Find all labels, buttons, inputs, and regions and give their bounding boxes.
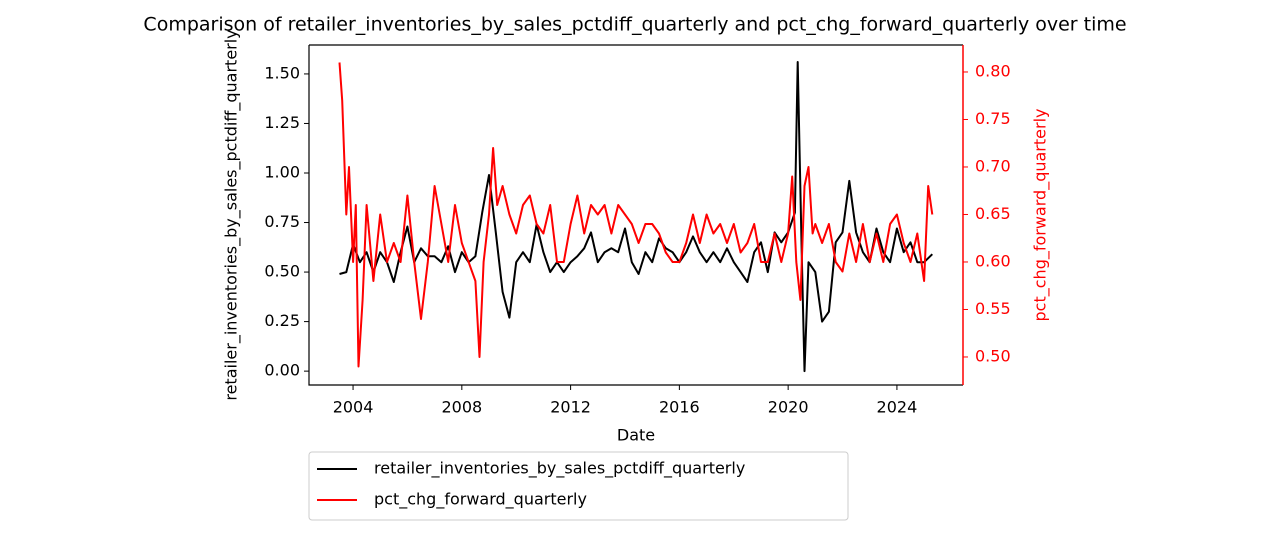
x-tick-label: 2016 (659, 398, 700, 417)
y-tick-label: 1.25 (264, 113, 300, 132)
x-axis-label: Date (617, 426, 655, 445)
y2-tick-label: 0.70 (975, 156, 1011, 175)
y-tick-label: 0.00 (264, 361, 300, 380)
legend-label: retailer_inventories_by_sales_pctdiff_qu… (374, 459, 745, 479)
y-tick-label: 0.50 (264, 262, 300, 281)
y2-tick-label: 0.75 (975, 109, 1011, 128)
y2-tick-label: 0.60 (975, 251, 1011, 270)
y-tick-label: 0.25 (264, 311, 300, 330)
x-tick-label: 2020 (768, 398, 809, 417)
x-tick-label: 2012 (550, 398, 591, 417)
x-tick-label: 2024 (877, 398, 918, 417)
y2-tick-label: 0.80 (975, 61, 1011, 80)
y-tick-label: 1.00 (264, 162, 300, 181)
y2-tick-label: 0.55 (975, 299, 1011, 318)
y-axis-label: retailer_inventories_by_sales_pctdiff_qu… (222, 29, 242, 400)
legend-label: pct_chg_forward_quarterly (374, 490, 587, 510)
y2-axis-label: pct_chg_forward_quarterly (1031, 109, 1051, 322)
y2-tick-label: 0.50 (975, 346, 1011, 365)
series-line (338, 62, 934, 368)
chart-title: Comparison of retailer_inventories_by_sa… (143, 14, 1126, 36)
series-line (339, 61, 933, 373)
x-tick-label: 2004 (333, 398, 374, 417)
legend-box (308, 451, 849, 521)
y-tick-label: 0.75 (264, 212, 300, 231)
y2-tick-label: 0.65 (975, 204, 1011, 223)
y-tick-label: 1.50 (264, 63, 300, 82)
x-tick-label: 2008 (441, 398, 482, 417)
axes-frame (308, 44, 963, 386)
